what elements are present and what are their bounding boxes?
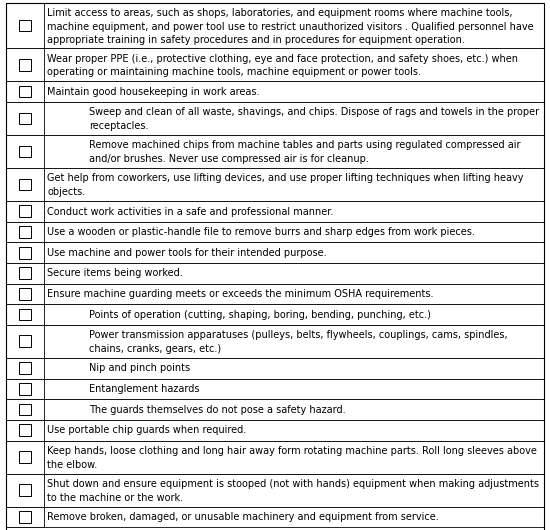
Bar [6, 378, 45, 399]
Bar [6, 325, 544, 358]
Bar [6, 242, 544, 263]
Text: Nip and pinch points: Nip and pinch points [89, 364, 190, 374]
Bar [6, 263, 544, 284]
Bar [6, 81, 45, 102]
Bar [6, 135, 45, 168]
Bar [6, 440, 45, 473]
Text: Power transmission apparatuses (pulleys, belts, flywheels, couplings, cams, spin: Power transmission apparatuses (pulleys,… [89, 330, 508, 354]
Text: Entanglement hazards: Entanglement hazards [89, 384, 200, 394]
Bar [6, 3, 45, 48]
Bar [19, 179, 31, 190]
Bar [19, 267, 31, 279]
Text: Use machine and power tools for their intended purpose.: Use machine and power tools for their in… [47, 248, 327, 258]
Bar [6, 325, 45, 358]
Bar [6, 304, 544, 325]
Text: Secure items being worked.: Secure items being worked. [47, 269, 183, 278]
Bar [6, 284, 45, 304]
Text: Wear proper PPE (i.e., protective clothing, eye and face protection, and safety : Wear proper PPE (i.e., protective clothi… [47, 54, 518, 77]
Bar [19, 59, 31, 70]
Bar [19, 288, 31, 300]
Bar [6, 48, 544, 81]
Text: Keep hands, loose clothing and long hair away form rotating machine parts. Roll : Keep hands, loose clothing and long hair… [47, 446, 537, 470]
Text: Maintain good housekeeping in work areas.: Maintain good housekeeping in work areas… [47, 87, 260, 97]
Text: Use a wooden or plastic-handle file to remove burrs and sharp edges from work pi: Use a wooden or plastic-handle file to r… [47, 227, 475, 237]
Bar [6, 399, 45, 420]
Bar [19, 404, 31, 416]
Bar [19, 308, 31, 321]
Bar [6, 102, 544, 135]
Bar [19, 425, 31, 436]
Bar [6, 222, 544, 242]
Bar [6, 420, 544, 440]
Bar [19, 511, 31, 523]
Text: Remove broken, damaged, or unusable machinery and equipment from service.: Remove broken, damaged, or unusable mach… [47, 512, 439, 522]
Bar [6, 81, 544, 102]
Text: Use portable chip guards when required.: Use portable chip guards when required. [47, 426, 246, 435]
Bar [6, 168, 544, 201]
Bar [6, 168, 45, 201]
Text: Conduct work activities in a safe and professional manner.: Conduct work activities in a safe and pr… [47, 207, 334, 217]
Bar [19, 112, 31, 125]
Bar [6, 263, 45, 284]
Bar [19, 363, 31, 374]
Text: Shut down and ensure equipment is stooped (not with hands) equipment when making: Shut down and ensure equipment is stoope… [47, 479, 539, 502]
Bar [6, 378, 544, 399]
Bar [6, 284, 544, 304]
Bar [19, 146, 31, 157]
Bar [19, 246, 31, 259]
Bar [6, 399, 544, 420]
Bar [6, 507, 544, 527]
Text: Get help from coworkers, use lifting devices, and use proper lifting techniques : Get help from coworkers, use lifting dev… [47, 173, 524, 197]
Bar [19, 226, 31, 238]
Bar [6, 304, 45, 325]
Text: Remove machined chips from machine tables and parts using regulated compressed a: Remove machined chips from machine table… [89, 140, 520, 164]
Bar [19, 86, 31, 98]
Text: Points of operation (cutting, shaping, boring, bending, punching, etc.): Points of operation (cutting, shaping, b… [89, 310, 431, 320]
Bar [6, 440, 544, 473]
Bar [6, 48, 45, 81]
Bar [19, 484, 31, 496]
Bar [6, 420, 45, 440]
Bar [19, 335, 31, 347]
Bar [6, 3, 544, 48]
Bar [6, 135, 544, 168]
Bar [19, 383, 31, 395]
Text: The guards themselves do not pose a safety hazard.: The guards themselves do not pose a safe… [89, 405, 345, 415]
Bar [6, 358, 544, 378]
Bar [6, 201, 45, 222]
Bar [6, 201, 544, 222]
Bar [6, 507, 45, 527]
Text: Ensure machine guarding meets or exceeds the minimum OSHA requirements.: Ensure machine guarding meets or exceeds… [47, 289, 434, 299]
Bar [19, 20, 31, 31]
Bar [6, 242, 45, 263]
Bar [6, 473, 45, 507]
Bar [19, 206, 31, 217]
Bar [6, 102, 45, 135]
Bar [6, 358, 45, 378]
Text: Limit access to areas, such as shops, laboratories, and equipment rooms where ma: Limit access to areas, such as shops, la… [47, 8, 534, 46]
Bar [6, 222, 45, 242]
Bar [6, 473, 544, 507]
Bar [19, 451, 31, 463]
Text: Sweep and clean of all waste, shavings, and chips. Dispose of rags and towels in: Sweep and clean of all waste, shavings, … [89, 108, 539, 131]
